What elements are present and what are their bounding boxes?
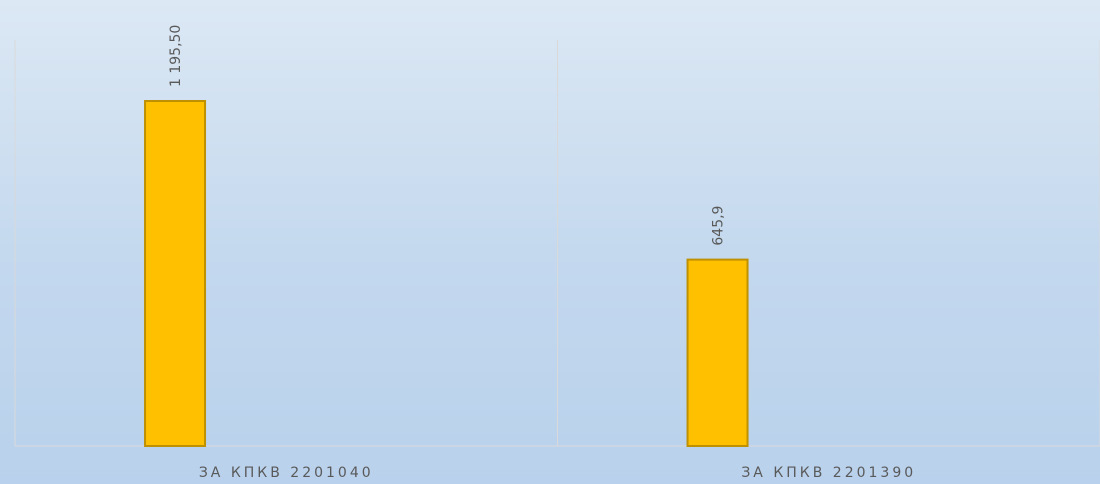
x-tick-label: ЗА КПКВ 2201390 <box>741 465 916 481</box>
data-label: 645,9 <box>711 206 727 246</box>
bar <box>686 258 749 447</box>
bar <box>144 100 207 447</box>
data-label: 1 195,50 <box>168 25 184 87</box>
x-tick-label: ЗА КПКВ 2201040 <box>199 465 374 481</box>
